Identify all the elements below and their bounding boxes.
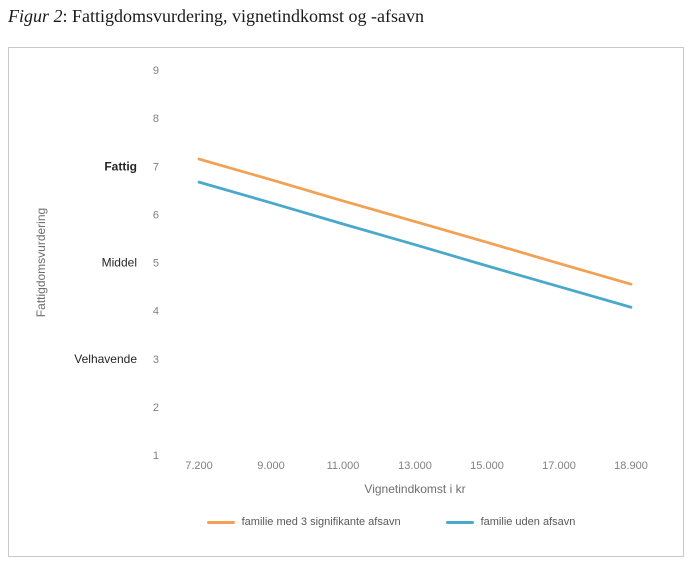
y-axis-tick-label: 3	[153, 354, 159, 366]
y-axis-tick-label: 6	[153, 209, 159, 221]
y-axis-tick-label: 8	[153, 113, 159, 125]
legend-label: familie med 3 signifikante afsavn	[241, 516, 401, 528]
x-axis-tick-label: 17.000	[542, 460, 576, 472]
y-category-label: Velhavende	[74, 352, 137, 366]
x-axis-tick-label: 15.000	[470, 460, 504, 472]
x-axis-tick-label: 18.900	[614, 460, 648, 472]
legend-line-swatch	[206, 520, 235, 524]
y-axis-tick-label: 1	[153, 450, 159, 462]
figure-title-text: : Fattigdomsvurdering, vignetindkomst og…	[62, 6, 424, 26]
series-line-1	[197, 157, 633, 286]
x-axis-title: Vignetindkomst i kr	[364, 482, 465, 496]
chart-legend: familie med 3 signifikante afsavn familie…	[99, 516, 683, 528]
line-chart: 9 8 7 6 5 4 3 2 1 Fattig Middel Velhavende 7.200 9.00…	[34, 65, 648, 496]
figure-title: Figur 2: Fattigdomsvurdering, vignetindk…	[8, 6, 424, 27]
y-axis-tick-label: 2	[153, 402, 159, 414]
legend-label: familie uden afsavn	[480, 516, 576, 528]
y-category-label: Middel	[102, 256, 137, 270]
y-axis-tick-label: 4	[153, 306, 159, 318]
figure-label: Figur 2	[8, 6, 63, 26]
x-axis-tick-label: 7.200	[185, 460, 213, 472]
legend-line-swatch	[445, 520, 474, 524]
y-axis-tick-label: 5	[153, 258, 159, 270]
chart-frame: 9 8 7 6 5 4 3 2 1 Fattig Middel Velhavende 7.200 9.00…	[8, 47, 684, 557]
y-category-label: Fattig	[104, 159, 137, 173]
legend-item: familie med 3 signifikante afsavn	[206, 516, 401, 528]
legend-item: familie uden afsavn	[445, 516, 576, 528]
x-axis-tick-label: 9.000	[257, 460, 285, 472]
y-axis-tick-label: 7	[153, 161, 159, 173]
series-line-2	[197, 180, 633, 309]
x-axis-tick-label: 11.000	[327, 460, 360, 472]
y-axis-title: Fattigdomsvurdering	[34, 208, 48, 317]
y-axis-tick-label: 9	[153, 65, 159, 77]
x-axis-tick-label: 13.000	[398, 460, 432, 472]
